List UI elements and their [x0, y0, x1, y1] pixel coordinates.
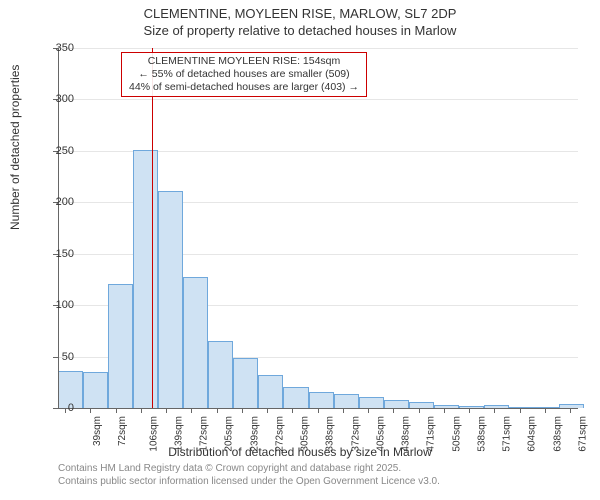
y-tick-label: 300: [44, 93, 74, 105]
x-tick-label: 372sqm: [350, 416, 361, 452]
x-tick-label: 305sqm: [299, 416, 310, 452]
x-tick-label: 106sqm: [148, 416, 159, 452]
histogram-bar: [183, 277, 208, 408]
y-tick-label: 0: [44, 402, 74, 414]
x-tick-label: 139sqm: [173, 416, 184, 452]
histogram-bar: [384, 400, 409, 408]
x-tick-label: 205sqm: [223, 416, 234, 452]
gridline: [58, 48, 578, 49]
annotation-line2: ← 55% of detached houses are smaller (50…: [138, 68, 349, 80]
histogram-bar: [309, 392, 334, 408]
histogram-bar: [208, 341, 233, 408]
x-tick-label: 571sqm: [501, 416, 512, 452]
x-tick-label: 239sqm: [249, 416, 260, 452]
histogram-bar: [108, 284, 133, 408]
annotation-line1: CLEMENTINE MOYLEEN RISE: 154sqm: [148, 55, 341, 67]
gridline: [58, 99, 578, 100]
x-tick-label: 272sqm: [274, 416, 285, 452]
histogram-bar: [233, 358, 258, 408]
histogram-bar: [158, 191, 183, 408]
x-tick-label: 39sqm: [92, 416, 103, 446]
x-tick-label: 671sqm: [577, 416, 588, 452]
y-tick-label: 200: [44, 196, 74, 208]
histogram-bar: [283, 387, 308, 408]
annotation-line3: 44% of semi-detached houses are larger (…: [129, 81, 359, 93]
y-tick-label: 150: [44, 248, 74, 260]
x-tick-label: 505sqm: [451, 416, 462, 452]
x-tick-label: 172sqm: [198, 416, 209, 452]
y-axis-label: Number of detached properties: [8, 65, 22, 230]
footer-line2: Contains public sector information licen…: [58, 476, 440, 487]
y-tick-label: 250: [44, 145, 74, 157]
marker-line: [152, 48, 153, 408]
x-tick-label: 538sqm: [476, 416, 487, 452]
chart-title: CLEMENTINE, MOYLEEN RISE, MARLOW, SL7 2D…: [0, 0, 600, 40]
x-tick-label: 638sqm: [552, 416, 563, 452]
y-tick-label: 350: [44, 42, 74, 54]
histogram-bar: [83, 372, 108, 408]
histogram-bar: [133, 150, 158, 408]
histogram-bar: [334, 394, 359, 408]
x-tick-label: 604sqm: [526, 416, 537, 452]
histogram-bar: [258, 375, 283, 408]
footer: Contains HM Land Registry data © Crown c…: [58, 463, 440, 488]
x-tick-label: 338sqm: [324, 416, 335, 452]
footer-line1: Contains HM Land Registry data © Crown c…: [58, 463, 401, 474]
y-tick-label: 100: [44, 299, 74, 311]
title-line1: CLEMENTINE, MOYLEEN RISE, MARLOW, SL7 2D…: [144, 6, 457, 21]
x-tick-label: 405sqm: [375, 416, 386, 452]
x-tick-label: 438sqm: [400, 416, 411, 452]
plot: CLEMENTINE MOYLEEN RISE: 154sqm← 55% of …: [58, 48, 578, 408]
x-tick-label: 72sqm: [117, 416, 128, 446]
x-tick-label: 471sqm: [425, 416, 436, 452]
chart-area: CLEMENTINE MOYLEEN RISE: 154sqm← 55% of …: [58, 48, 578, 408]
annotation-box: CLEMENTINE MOYLEEN RISE: 154sqm← 55% of …: [121, 52, 367, 97]
x-axis-line: [58, 408, 578, 409]
title-line2: Size of property relative to detached ho…: [144, 23, 457, 38]
histogram-bar: [359, 397, 384, 408]
y-tick-label: 50: [44, 351, 74, 363]
